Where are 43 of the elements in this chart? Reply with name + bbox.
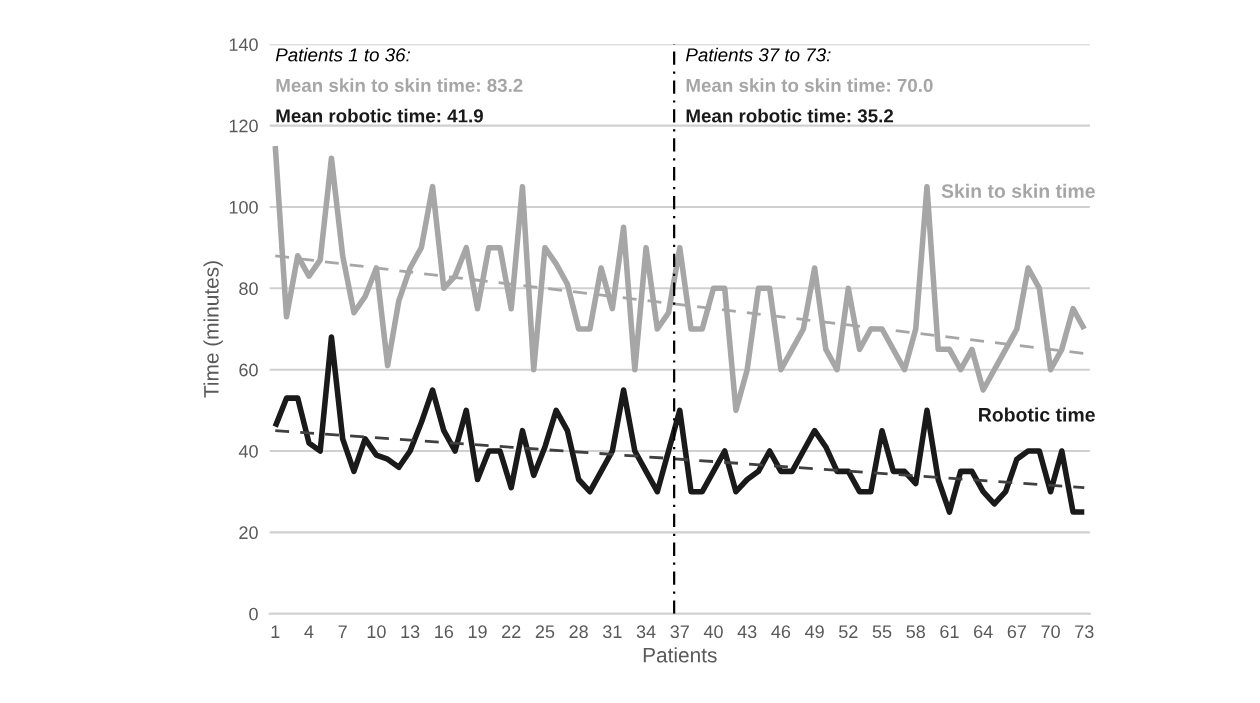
x-tick-label: 10: [367, 625, 386, 639]
x-tick-label: 19: [468, 625, 487, 639]
x-tick-label: 64: [974, 625, 993, 639]
x-axis-title: Patients: [643, 647, 717, 663]
x-tick-label: 25: [535, 625, 555, 639]
x-tick-label: 46: [771, 625, 791, 639]
x-tick-label: 67: [1007, 625, 1026, 639]
x-tick-label: 40: [703, 625, 723, 639]
annotation: Mean skin to skin time: 83.2: [276, 78, 523, 93]
x-tick-label: 52: [839, 625, 858, 639]
series-label: Skin to skin time: [941, 183, 1095, 198]
annotation: Mean robotic time: 35.2: [686, 108, 894, 123]
y-tick-label: 0: [249, 607, 258, 621]
annotation: Patients 1 to 36:: [275, 47, 411, 62]
x-tick-label: 49: [804, 625, 824, 639]
x-tick-label: 55: [872, 625, 892, 639]
x-tick-label: 4: [304, 625, 314, 638]
y-tick-label: 100: [229, 200, 258, 214]
series-label: Robotic time: [979, 407, 1095, 422]
x-tick-label: 22: [502, 625, 521, 638]
x-tick-label: 13: [401, 625, 420, 639]
annotation: Mean robotic time: 41.9: [276, 108, 483, 123]
x-tick-label: 7: [338, 625, 347, 638]
x-tick-label: 43: [737, 625, 757, 639]
x-tick-label: 28: [569, 625, 588, 639]
y-tick-label: 40: [238, 444, 258, 458]
annotation: Mean skin to skin time: 70.0: [686, 78, 933, 93]
y-tick-label: 20: [239, 526, 258, 540]
y-tick-label: 60: [239, 363, 258, 377]
x-tick-label: 1: [271, 625, 280, 638]
y-tick-label: 120: [229, 119, 258, 133]
x-tick-label: 34: [636, 625, 656, 639]
y-axis-title: Time (minutes): [203, 261, 223, 398]
x-tick-label: 58: [906, 625, 925, 639]
annotation: Patients 37 to 73:: [685, 47, 831, 62]
y-tick-label: 80: [239, 282, 258, 296]
y-tick-label: 140: [229, 38, 258, 52]
x-tick-label: 31: [603, 625, 622, 639]
x-tick-label: 70: [1041, 625, 1060, 639]
x-tick-label: 37: [670, 625, 689, 639]
x-tick-label: 73: [1075, 625, 1094, 639]
x-tick-label: 16: [435, 625, 454, 639]
x-tick-label: 61: [940, 625, 959, 639]
